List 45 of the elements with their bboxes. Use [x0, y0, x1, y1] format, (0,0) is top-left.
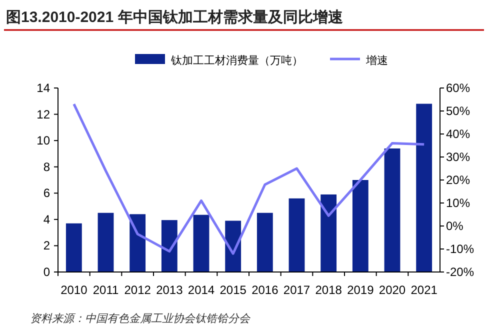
x-tick-label: 2019 — [347, 283, 374, 297]
x-tick-label: 2010 — [60, 283, 88, 297]
y2-tick-label: 60% — [446, 81, 470, 95]
x-tick-label: 2015 — [220, 283, 247, 297]
x-tick-label: 2013 — [156, 283, 184, 297]
y-tick-label: 8 — [43, 160, 50, 174]
x-tick-label: 2017 — [283, 283, 310, 297]
y2-tick-label: 30% — [446, 150, 470, 164]
x-tick-label: 2018 — [315, 283, 342, 297]
x-tick-label: 2011 — [92, 283, 119, 297]
bar — [98, 212, 114, 272]
bar — [161, 220, 178, 272]
y-tick-label: 4 — [43, 212, 50, 226]
bar — [193, 214, 210, 272]
y-tick-label: 2 — [43, 238, 50, 253]
legend-label: 增速 — [365, 54, 388, 67]
y2-tick-label: 10% — [446, 196, 470, 210]
bar — [256, 212, 273, 272]
y2-tick-label: 50% — [446, 104, 470, 118]
y2-tick-label: 20% — [446, 173, 470, 187]
x-tick-label: 2021 — [410, 283, 438, 297]
y-tick-label: 0 — [43, 265, 50, 279]
bar — [352, 180, 368, 272]
text: 资料来源：中国有色金属工业协会钛锆铪分会 — [30, 312, 251, 325]
y-tick-label: 10 — [36, 134, 50, 148]
bar — [320, 194, 337, 272]
y-tick-label: 14 — [36, 81, 50, 95]
y-tick-label: 6 — [43, 186, 50, 200]
x-tick-label: 2012 — [124, 283, 152, 297]
line-series — [72, 102, 426, 255]
x-tick-label: 2016 — [252, 283, 279, 297]
bar — [416, 104, 432, 272]
x-tick-label: 2020 — [378, 283, 406, 297]
bar — [130, 214, 146, 272]
chart-title: 图13.2010-2021 年中国钛加工材需求量及同比增速 — [6, 9, 344, 26]
x-tick-label: 2014 — [188, 283, 215, 297]
y2-tick-label: -10% — [446, 242, 474, 256]
bar — [384, 148, 400, 272]
y2-tick-label: -20% — [446, 265, 474, 279]
bar — [66, 223, 82, 272]
y-tick-label: 12 — [36, 107, 50, 122]
y2-tick-label: 0% — [446, 219, 464, 233]
bar — [288, 198, 305, 272]
y2-tick-label: 40% — [446, 127, 470, 141]
legend-label: 钛加工工材消费量（万吨） — [170, 54, 303, 67]
